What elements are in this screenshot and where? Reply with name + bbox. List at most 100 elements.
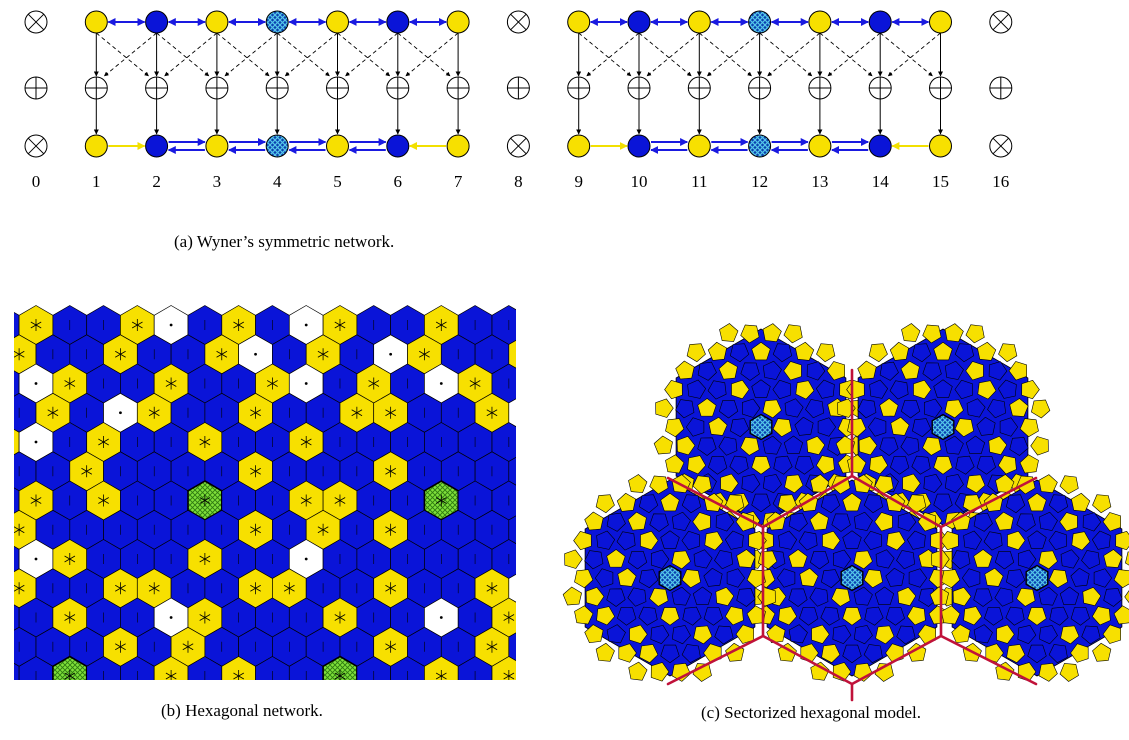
sector-cell [821,569,841,589]
sector-cell [638,606,658,626]
sector-cell [736,588,756,607]
sector-cell [874,586,895,605]
cell-arrow-icon [486,409,498,417]
center-cell [1025,564,1049,592]
sector-cell [784,474,804,494]
hex-cell [543,627,577,666]
hex-cell [526,306,560,345]
sector-cell [811,624,830,644]
hex-cell [560,657,594,696]
sector-cell [912,418,932,438]
adder-icon [929,76,952,100]
cell-arrow-icon [250,584,261,592]
sector-cell [606,624,626,644]
cell-arrow-icon [98,497,109,504]
sector-cell [693,549,713,569]
sector-cell [740,324,760,344]
interference-link [276,32,330,77]
null-node-icon [506,10,530,34]
sector-cell [1019,454,1039,474]
sector-cell [1027,492,1047,512]
sector-cell [1030,436,1049,456]
cell-arrow-icon [148,409,160,417]
sector-cell [1005,494,1026,514]
cell-arrow-icon [81,467,93,475]
sector-cell [951,511,971,531]
interference-link [578,32,632,77]
cell-arrow-icon [334,497,346,504]
sector-cell [1027,607,1047,626]
sector-cell [638,494,659,514]
sector-cell [998,343,1018,363]
cell-arrow-icon [554,585,564,591]
sector-cell [594,568,614,588]
sector-cell [1092,642,1112,662]
receiver-node [145,134,169,158]
sector-cell [988,361,1008,381]
node-index-label: 8 [514,172,523,191]
cell-arrow-icon [115,643,126,651]
node-index-label: 0 [32,172,41,191]
sector-cell [585,587,605,607]
sector-cell [665,418,685,438]
sector-cell [772,418,792,438]
hex-cell [627,306,661,345]
sector-cell [703,567,723,587]
sector-cell [1091,606,1111,626]
node-index-label: 4 [273,172,282,191]
sector-cell [762,435,782,455]
sector-cell [675,360,695,380]
sector-cell [574,569,594,589]
cell-arrow-icon [554,410,564,416]
sector-cell [879,437,899,456]
sector-cell [730,418,750,438]
cell-arrow-icon [317,526,329,534]
sector-cell [618,643,637,663]
sector-cell [729,455,749,475]
sector-cell [1059,512,1078,532]
sector-cell [867,417,887,437]
cell-arrow-icon [233,672,245,680]
sector-cell [681,644,701,664]
sector-cell [994,587,1014,607]
adder-icon [687,76,711,100]
sector-cell [822,530,841,551]
cell-arrow-icon [554,410,564,416]
sector-cell [708,416,728,436]
sector-cell [715,586,735,607]
sector-cell [735,624,755,644]
sector-cell [842,644,862,664]
node-index-label: 7 [454,172,463,191]
sector-cell [820,494,841,514]
cell-arrow-icon [165,380,177,387]
sector-cell [890,416,910,436]
sector-cluster [653,323,869,531]
interference-link [827,32,881,77]
sector-cell [806,435,826,456]
sector-cell [697,398,717,417]
receiver-node [84,134,108,158]
hex-cell [526,364,560,403]
sector-cell [788,624,808,644]
sector-cell [596,606,616,626]
sector-cell [911,455,931,475]
cell-dot-icon [575,324,578,327]
cell-arrow-icon [486,643,498,651]
sector-cell [1006,569,1026,589]
sector-cell [890,456,910,475]
sector-cell [671,662,691,682]
cell-dot-icon [389,352,393,356]
hex-cell [543,510,577,549]
sector-cell [681,569,701,589]
receiver-node [265,134,289,158]
sector-cell [640,530,659,551]
transmitter-node [627,10,651,34]
panel-a-wyner-network: 0 1 2 3 4 5 6 7 8 9 10 11 12 13 14 15 16 [24,10,1013,191]
sector-cell [1038,586,1058,606]
node-index-label: 1 [92,172,101,191]
sector-cell [707,380,727,400]
sector-cell [863,644,883,664]
interference-link [887,32,941,77]
receiver-node [386,134,410,158]
